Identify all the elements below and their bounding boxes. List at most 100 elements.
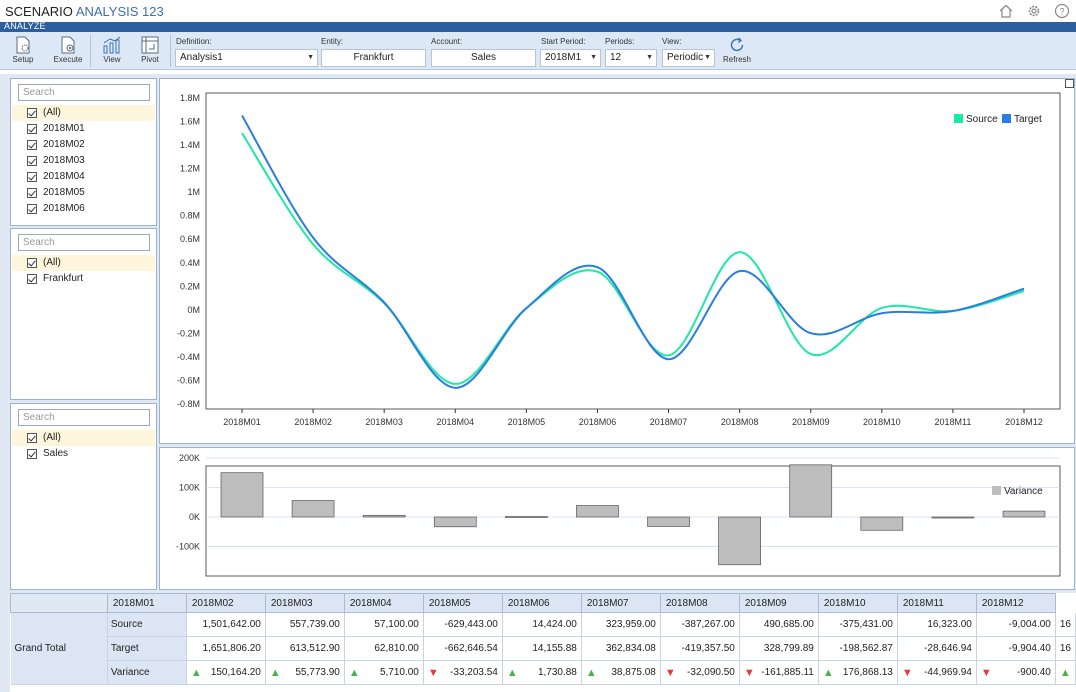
account-field[interactable]: Sales <box>431 49 536 67</box>
filter-item[interactable]: 2018M04 <box>12 169 155 185</box>
checkbox[interactable] <box>27 433 37 443</box>
table-cell[interactable]: 14,155.88 <box>502 636 582 661</box>
table-cell[interactable]: 1,501,642.00 <box>186 612 266 637</box>
start-period-select[interactable]: 2018M1 ▼ <box>540 49 601 67</box>
table-cell[interactable]: -375,431.00 <box>818 612 898 637</box>
table-row: Target 1,651,806.20 613,512.90 62,810.00 -66… <box>11 636 1076 661</box>
ribbon-tab-analyze[interactable]: ANALYZE <box>0 21 1076 32</box>
table-cell[interactable]: -419,357.50 <box>660 636 740 661</box>
column-header[interactable]: 2018M03 <box>264 593 345 613</box>
definition-select[interactable]: Analysis1 ▼ <box>175 49 318 67</box>
checkbox[interactable] <box>27 140 37 150</box>
filter-item[interactable]: (All) <box>12 430 155 446</box>
table-cell[interactable]: 62,810.00 <box>344 636 424 661</box>
column-header[interactable]: 2018M02 <box>185 593 266 613</box>
table-cell[interactable]: 16 <box>1055 636 1076 661</box>
table-cell[interactable]: ▲ 176,868.13 <box>818 660 898 685</box>
column-header[interactable]: 2018M08 <box>659 593 740 613</box>
filter-item[interactable]: 2018M01 <box>12 121 155 137</box>
filter-item[interactable]: 2018M06 <box>12 201 155 217</box>
checkbox[interactable] <box>27 108 37 118</box>
filter-item[interactable]: 2018M05 <box>12 185 155 201</box>
filter-item[interactable]: Frankfurt <box>12 271 155 287</box>
plot-area <box>205 92 1061 410</box>
checkbox[interactable] <box>27 204 37 214</box>
view-select[interactable]: Periodic ▼ <box>662 49 715 67</box>
table-cell[interactable]: -629,443.00 <box>423 612 503 637</box>
view-button[interactable]: View <box>94 34 130 70</box>
table-cell[interactable]: 14,424.00 <box>502 612 582 637</box>
checkbox[interactable] <box>27 172 37 182</box>
column-header[interactable]: 2018M06 <box>501 593 582 613</box>
table-cell[interactable]: 16,323.00 <box>897 612 977 637</box>
table-cell[interactable]: ▼ -900.40 <box>976 660 1056 685</box>
table-cell[interactable]: -9,004.00 <box>976 612 1056 637</box>
refresh-button[interactable]: Refresh <box>719 34 755 70</box>
y-tick-label: 0M <box>187 305 200 315</box>
table-cell[interactable]: 490,685.00 <box>739 612 819 637</box>
period-filter-panel: Search (All) 2018M01 2018M02 2018M03 2018M04… <box>10 78 157 226</box>
table-cell[interactable]: 328,799.89 <box>739 636 819 661</box>
table-cell[interactable]: -198,562.87 <box>818 636 898 661</box>
table-cell[interactable]: ▼ -33,203.54 <box>423 660 503 685</box>
table-cell[interactable]: -387,267.00 <box>660 612 740 637</box>
period-search-input[interactable]: Search <box>18 84 150 101</box>
filter-item[interactable]: Sales <box>12 446 155 462</box>
filter-item[interactable]: 2018M03 <box>12 153 155 169</box>
column-header[interactable]: 2018M10 <box>817 593 898 613</box>
x-tick-label: 2018M05 <box>508 417 546 427</box>
table-cell[interactable]: ▼ -161,885.11 <box>739 660 819 685</box>
gear-icon[interactable] <box>1026 3 1042 19</box>
table-cell[interactable]: 557,739.00 <box>265 612 345 637</box>
column-header[interactable]: 2018M04 <box>343 593 424 613</box>
table-cell[interactable]: ▲ <box>1055 660 1076 685</box>
column-header[interactable]: 2018M05 <box>422 593 503 613</box>
column-header[interactable]: 2018M01 <box>106 593 187 613</box>
checkbox[interactable] <box>27 274 37 284</box>
table-cell[interactable]: ▼ -32,090.50 <box>660 660 740 685</box>
filter-item[interactable]: (All) <box>12 255 155 271</box>
table-cell[interactable]: 57,100.00 <box>344 612 424 637</box>
help-icon[interactable]: ? <box>1054 3 1070 19</box>
table-cell[interactable]: ▲ 150,164.20 <box>186 660 266 685</box>
checkbox[interactable] <box>27 449 37 459</box>
trend-down-icon: ▼ <box>743 666 755 679</box>
table-cell[interactable]: -662,646.54 <box>423 636 503 661</box>
setup-button[interactable]: Setup <box>5 34 41 70</box>
entity-field[interactable]: Frankfurt <box>321 49 426 67</box>
column-header[interactable]: 2018M07 <box>580 593 661 613</box>
home-icon[interactable] <box>998 3 1014 19</box>
filter-item-label: 2018M06 <box>43 203 85 214</box>
checkbox[interactable] <box>27 188 37 198</box>
maximize-icon[interactable] <box>1065 79 1074 88</box>
table-cell[interactable]: ▲ 55,773.90 <box>265 660 345 685</box>
trend-up-icon: ▲ <box>585 666 597 679</box>
account-search-input[interactable]: Search <box>18 409 150 426</box>
cell-value: 557,739.00 <box>289 619 340 630</box>
execute-button[interactable]: Execute <box>50 34 86 70</box>
column-header[interactable]: 2018M11 <box>896 593 977 613</box>
table-cell[interactable]: 323,959.00 <box>581 612 661 637</box>
table-cell[interactable]: ▼ -44,969.94 <box>897 660 977 685</box>
table-cell[interactable]: -9,904.40 <box>976 636 1056 661</box>
table-cell[interactable]: 16 <box>1055 612 1076 637</box>
column-header[interactable]: 2018M09 <box>738 593 819 613</box>
cell-value: 1,651,806.20 <box>202 643 261 654</box>
periods-select[interactable]: 12 ▼ <box>605 49 657 67</box>
pivot-button[interactable]: Pivot <box>132 34 168 70</box>
table-cell[interactable]: 613,512.90 <box>265 636 345 661</box>
filter-item[interactable]: 2018M02 <box>12 137 155 153</box>
column-header[interactable]: 2018M12 <box>975 593 1056 613</box>
table-cell[interactable]: 362,834.08 <box>581 636 661 661</box>
entity-search-input[interactable]: Search <box>18 234 150 251</box>
checkbox[interactable] <box>27 258 37 268</box>
y-tick-label: 0.8M <box>180 211 200 221</box>
table-cell[interactable]: 1,651,806.20 <box>186 636 266 661</box>
table-cell[interactable]: ▲ 1,730.88 <box>502 660 582 685</box>
checkbox[interactable] <box>27 156 37 166</box>
checkbox[interactable] <box>27 124 37 134</box>
table-cell[interactable]: -28,646.94 <box>897 636 977 661</box>
table-cell[interactable]: ▲ 5,710.00 <box>344 660 424 685</box>
filter-item[interactable]: (All) <box>12 105 155 121</box>
table-cell[interactable]: ▲ 38,875.08 <box>581 660 661 685</box>
